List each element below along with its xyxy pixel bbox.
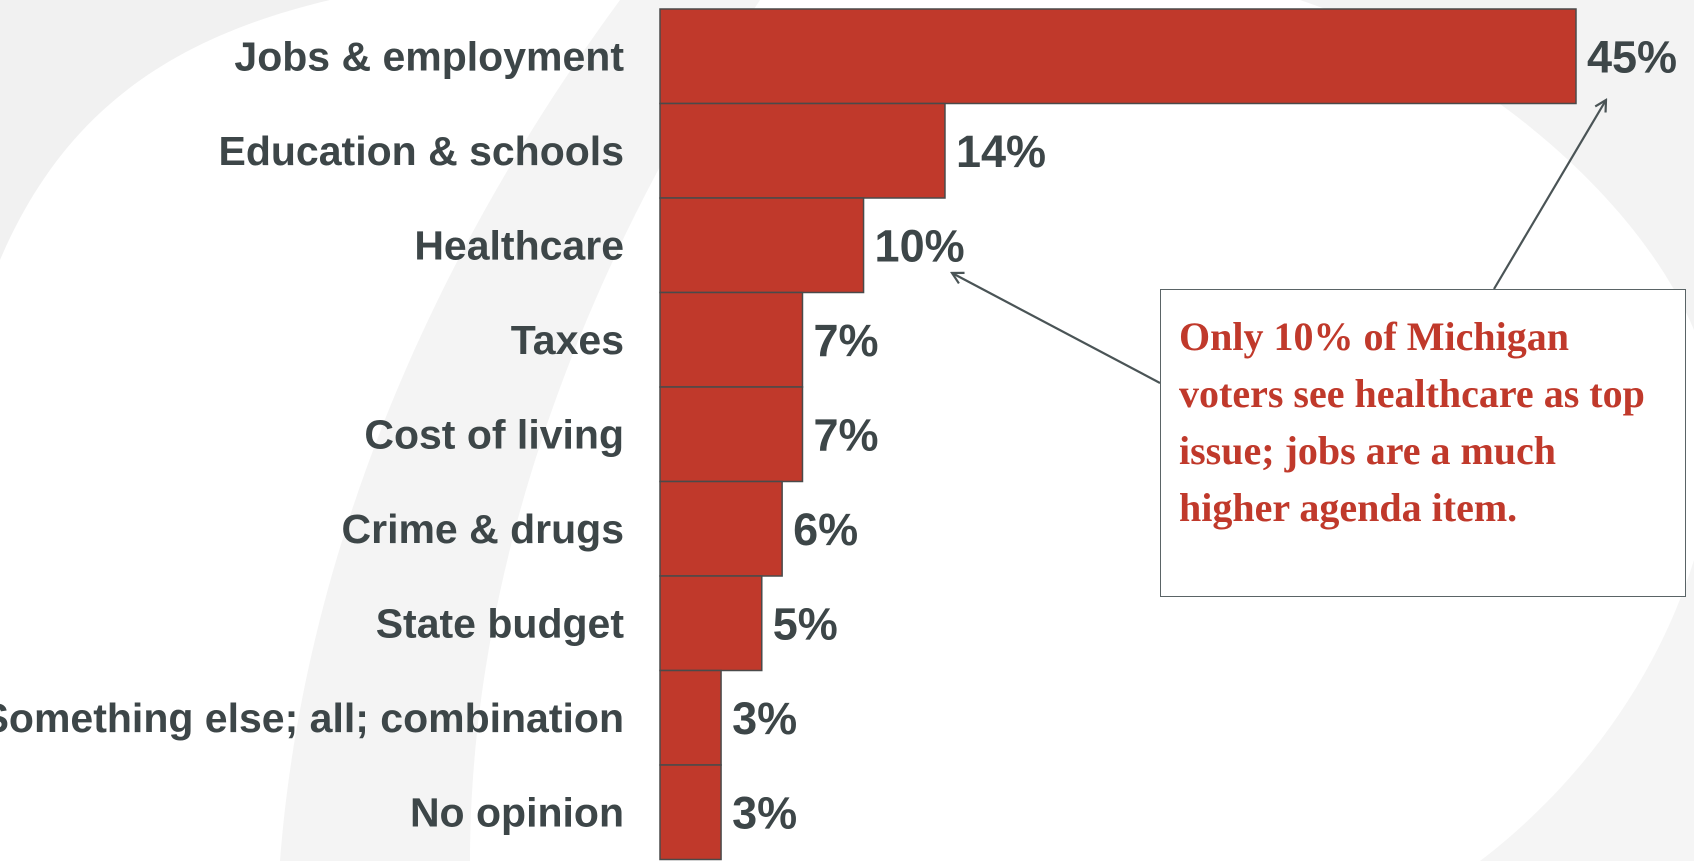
bar-4 [659, 386, 804, 483]
value-label-0: 45% [1587, 31, 1677, 82]
category-label-3: Taxes [511, 317, 624, 363]
value-label-6: 5% [773, 598, 838, 649]
value-label-4: 7% [813, 409, 878, 460]
category-label-8: No opinion [410, 789, 624, 835]
bar-7 [659, 669, 722, 766]
category-label-2: Healthcare [414, 222, 624, 268]
value-label-8: 3% [732, 787, 797, 838]
arrow-to-jobs [1493, 100, 1606, 290]
bar-1 [659, 102, 946, 199]
value-label-1: 14% [956, 126, 1046, 177]
annotation-text: Only 10% of Michigan voters see healthca… [1179, 314, 1645, 530]
value-label-5: 6% [793, 504, 858, 555]
bar-0 [659, 8, 1577, 105]
value-label-7: 3% [732, 693, 797, 744]
bar-3 [659, 291, 804, 388]
category-label-6: State budget [376, 600, 625, 646]
value-label-2: 10% [875, 220, 965, 271]
value-label-3: 7% [813, 315, 878, 366]
category-label-4: Cost of living [364, 411, 624, 457]
category-label-1: Education & schools [219, 128, 625, 174]
arrow-to-healthcare [952, 273, 1161, 384]
category-label-0: Jobs & employment [234, 33, 624, 79]
category-label-5: Crime & drugs [342, 506, 625, 552]
bar-2 [659, 197, 865, 294]
annotation-callout: Only 10% of Michigan voters see healthca… [1160, 289, 1686, 597]
bar-6 [659, 575, 763, 672]
bar-5 [659, 480, 783, 577]
bar-8 [659, 764, 722, 861]
category-label-7: Something else; all; combination [0, 695, 624, 741]
